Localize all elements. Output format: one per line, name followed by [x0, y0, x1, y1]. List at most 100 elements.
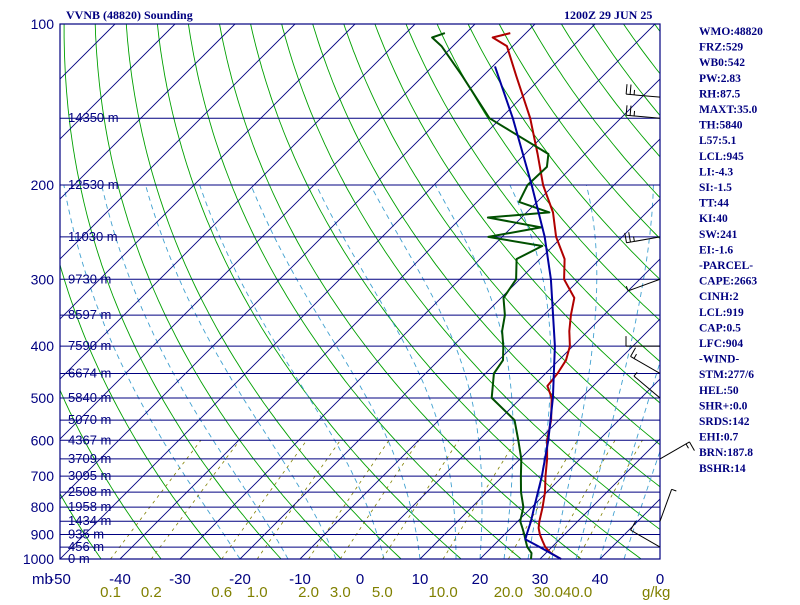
wind-barb-flag: [631, 348, 636, 357]
wind-barb-staff: [660, 442, 689, 459]
index-line: BRN:187.8: [699, 447, 753, 459]
wind-barb-half-flag: [672, 489, 677, 491]
dry-adiabat: [592, 24, 800, 559]
wind-barb-flag: [689, 442, 694, 451]
wind-barb: [660, 489, 676, 521]
index-line: HEL:50: [699, 385, 739, 397]
index-line: STM:277/6: [699, 369, 754, 381]
wind-barb-flag: [625, 233, 627, 243]
wind-barb: [660, 442, 694, 459]
wind-barb-flag: [626, 84, 627, 94]
mixing-ratio-label: 10.0: [429, 584, 458, 600]
temperature-tick-label: 20: [472, 571, 489, 588]
index-line: SHR+:0.0: [699, 400, 748, 412]
index-line: EI:-1.6: [699, 244, 733, 256]
wind-barb-half-flag: [634, 372, 637, 376]
index-line: FRZ:529: [699, 42, 743, 54]
index-line: L57:5.1: [699, 135, 737, 147]
index-line: SW:241: [699, 229, 738, 241]
pressure-tick-label: 300: [31, 271, 55, 287]
index-line: LCL:945: [699, 151, 744, 163]
index-line: CINH:2: [699, 291, 739, 303]
isotherm: [60, 24, 595, 559]
height-label: 3095 m: [68, 468, 111, 483]
moist-adiabat: [576, 185, 653, 559]
dry-adiabat: [95, 24, 341, 559]
mixing-ratio-line: [222, 440, 307, 559]
index-line: -PARCEL-: [699, 260, 753, 272]
mixing-ratio-line: [578, 440, 643, 559]
sounding-time: 1200Z 29 JUN 25: [564, 8, 652, 22]
pressure-tick-label: 900: [31, 527, 55, 543]
mixing-ratio-label: 20.0: [494, 584, 523, 600]
pressure-tick-label: 1000: [23, 551, 54, 567]
wind-barb: [626, 105, 660, 118]
mixing-ratio-label: 30.0: [534, 584, 563, 600]
isotherm: [180, 24, 715, 559]
height-label: 9730 m: [68, 271, 111, 286]
wind-barb: [626, 279, 660, 291]
wind-barb: [626, 336, 660, 346]
wind-barb-flag: [630, 106, 631, 116]
pressure-unit-label: mb: [32, 571, 53, 588]
wind-barb-flag: [631, 521, 636, 530]
mixing-ratio-label: 1.0: [247, 584, 268, 600]
index-line: TH:5840: [699, 120, 743, 132]
pressure-tick-label: 700: [31, 468, 55, 484]
isotherm: [540, 24, 800, 559]
temperature-tick-label: 10: [412, 571, 429, 588]
moist-adiabat: [251, 185, 420, 559]
wind-barb-staff: [634, 376, 660, 398]
wind-barb-half-flag: [634, 354, 637, 358]
pressure-tick-label: 600: [31, 432, 55, 448]
height-label: 2508 m: [68, 484, 111, 499]
pressure-tick-label: 400: [31, 338, 55, 354]
height-label: 12530 m: [68, 177, 119, 192]
index-line: LFC:904: [699, 338, 743, 350]
station-title: VVNB (48820) Sounding: [66, 8, 193, 22]
wind-barb-flag: [626, 105, 627, 115]
index-line: BSHR:14: [699, 463, 746, 475]
height-label: 8597 m: [68, 307, 111, 322]
mixing-ratio-label: 0.6: [211, 584, 232, 600]
isotherm: [120, 24, 655, 559]
pressure-tick-label: 200: [31, 177, 55, 193]
mixing-ratio-label: 40.0: [563, 584, 592, 600]
mixing-ratio-label: 0.2: [141, 584, 162, 600]
index-line: LCL:919: [699, 307, 744, 319]
wind-barb-staff: [631, 356, 660, 373]
mixing-ratio-label: 0.1: [100, 584, 121, 600]
dry-adiabat: [779, 24, 800, 559]
index-line: SRDS:142: [699, 416, 750, 428]
mixing-ratio-line: [151, 440, 239, 559]
wind-barb-staff: [660, 489, 672, 521]
index-line: CAPE:2663: [699, 276, 757, 288]
temperature-tick-label: 0: [356, 571, 364, 588]
mixing-ratio-label: 3.0: [330, 584, 351, 600]
index-line: TT:44: [699, 198, 729, 210]
height-label: 5070 m: [68, 412, 111, 427]
height-label: 0 m: [68, 551, 90, 566]
pressure-tick-label: 100: [31, 16, 55, 32]
height-label: 5840 m: [68, 390, 111, 405]
height-label: 14350 m: [68, 110, 119, 125]
height-label: 1958 m: [68, 499, 111, 514]
index-line: CAP:0.5: [699, 322, 741, 334]
height-label: 6674 m: [68, 365, 111, 380]
moist-adiabat: [600, 185, 708, 559]
wind-barb: [631, 348, 660, 374]
index-line: SI:-1.5: [699, 182, 732, 194]
mixing-ratio-label: 2.0: [298, 584, 319, 600]
height-label: 4367 m: [68, 432, 111, 447]
index-line: MAXT:35.0: [699, 104, 757, 116]
index-line: PW:2.83: [699, 73, 741, 85]
wind-barb-staff: [628, 279, 660, 291]
index-line: KI:40: [699, 213, 728, 225]
height-label: 11030 m: [68, 229, 118, 244]
temperature-tick-label: -30: [169, 571, 191, 588]
wind-barb-half-flag: [686, 444, 689, 448]
moist-adiabat: [435, 185, 513, 559]
height-label: 3709 m: [68, 451, 111, 466]
